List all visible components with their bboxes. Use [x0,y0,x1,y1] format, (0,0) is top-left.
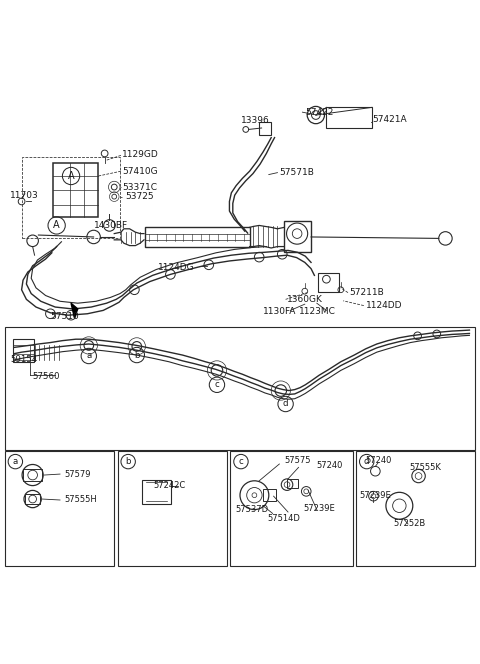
Text: 1124DD: 1124DD [366,301,402,310]
Text: 1130FA: 1130FA [263,307,297,316]
Bar [259,122,271,135]
Bar [53,163,98,217]
Bar [5,327,475,450]
Text: 57242C: 57242C [154,481,186,490]
Bar [142,480,171,504]
Text: d: d [364,457,370,466]
Text: 57537D: 57537D [235,505,268,514]
Bar [284,220,311,252]
Bar [287,479,298,487]
Text: 57252B: 57252B [394,519,426,527]
Bar [13,339,34,363]
Text: A: A [53,220,60,230]
Text: 1129GD: 1129GD [122,150,159,159]
Text: 59154: 59154 [11,355,38,365]
Text: 57579: 57579 [65,469,91,479]
Bar [22,157,120,238]
Text: 57239E: 57239E [359,491,391,500]
Text: 57514D: 57514D [268,514,300,523]
Text: 53725: 53725 [126,192,155,201]
Bar [356,451,475,566]
Bar [118,451,227,566]
Text: 1123MC: 1123MC [299,307,336,316]
Text: d: d [283,400,288,408]
Text: A: A [68,171,74,181]
Text: 13396: 13396 [241,116,270,125]
Text: 1360GK: 1360GK [287,295,323,304]
Bar [318,274,339,291]
Text: 57555H: 57555H [65,495,97,505]
Text: 57240: 57240 [317,461,343,470]
Text: 11703: 11703 [10,191,38,200]
Text: a: a [13,457,18,466]
Bar [23,469,42,481]
Text: 57555K: 57555K [409,463,441,472]
Text: 57410G: 57410G [122,167,158,176]
Text: 57510: 57510 [50,312,79,321]
Text: 1430BF: 1430BF [94,221,128,230]
Text: 57422: 57422 [305,108,333,117]
Text: 53371C: 53371C [122,183,157,191]
Polygon shape [71,303,78,317]
Text: 57240: 57240 [366,456,392,465]
Text: 57211B: 57211B [349,288,384,297]
Text: c: c [215,380,219,389]
Text: b: b [125,457,131,466]
Text: 1124DG: 1124DG [158,263,195,272]
Bar [230,451,353,566]
Text: a: a [86,351,91,361]
Text: 57575: 57575 [284,456,311,465]
Bar [263,489,276,501]
Text: 57560: 57560 [33,372,60,380]
Text: c: c [239,457,243,466]
Bar [145,227,250,246]
Text: 57421A: 57421A [372,116,407,124]
Text: 57239E: 57239E [303,504,335,513]
Text: b: b [134,351,140,359]
Bar [5,451,114,566]
Text: 57571B: 57571B [279,168,314,177]
Bar [25,494,40,504]
Bar [326,108,372,127]
